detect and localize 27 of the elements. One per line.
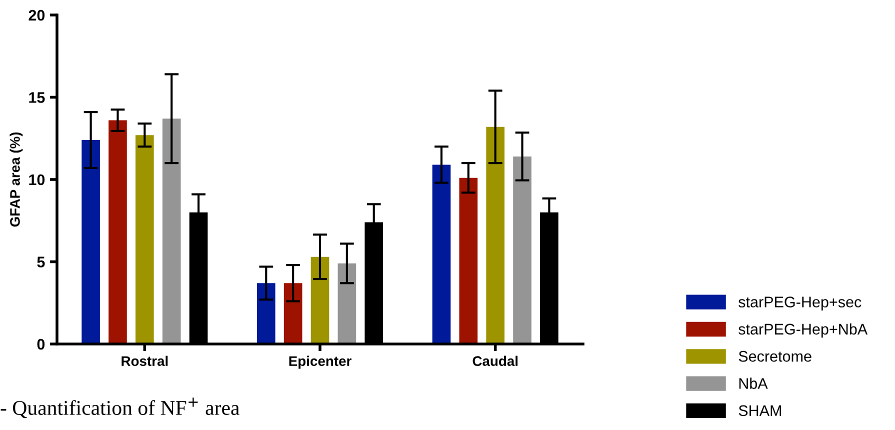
x-tick-label: Caudal [472, 356, 518, 366]
y-tick-label: 0 [37, 338, 45, 350]
y-tick-label: 15 [29, 92, 45, 103]
bar [136, 135, 154, 344]
bar [82, 140, 100, 344]
bar [338, 263, 356, 344]
x-tick-label: Rostral [122, 356, 168, 366]
bar [256, 283, 276, 344]
bar [284, 283, 302, 344]
y-axis-title: GFAP area (%) [10, 132, 23, 227]
y-tick-label: 10 [29, 174, 45, 186]
bar [162, 118, 181, 344]
legend-label: starPEG-Hep+NbA [738, 323, 868, 338]
y-tick-label: 5 [37, 256, 45, 268]
bar [310, 256, 330, 344]
bar [513, 156, 532, 344]
bar [108, 120, 127, 344]
legend-label: Secretome [738, 350, 812, 362]
x-tick-label: Epicenter [289, 356, 352, 369]
bar [432, 164, 451, 344]
legend-label: NbA [739, 378, 768, 389]
bar [486, 126, 504, 344]
legend-label: starPEG-Hep+sec [738, 296, 862, 310]
text: - Quantification of NF$^{+}$ area [0, 398, 240, 418]
y-tick-label: 20 [28, 10, 45, 21]
legend-label: SHAM [738, 405, 781, 416]
bar [459, 178, 478, 344]
